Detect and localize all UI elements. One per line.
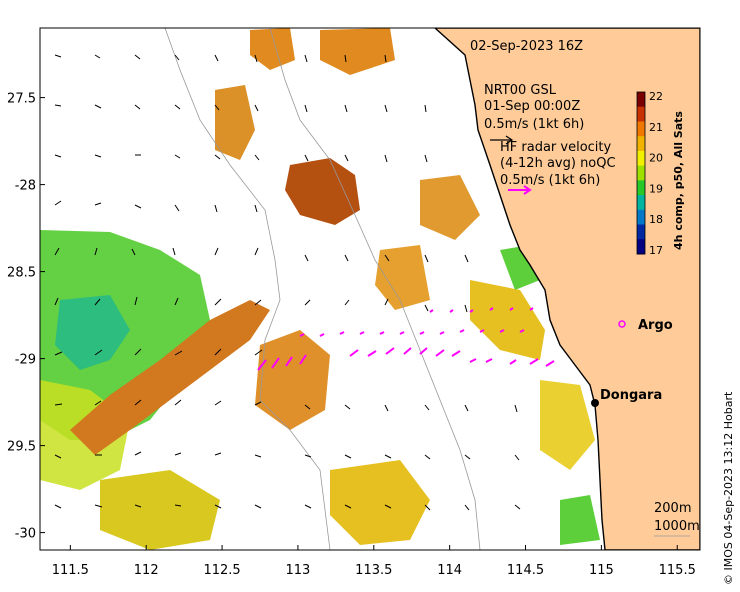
legend-hf-scale: 0.5m/s (1kt 6h) <box>500 173 600 188</box>
legend-hf-avg: (4-12h avg) noQC <box>500 156 616 171</box>
sst-patch-green-south <box>560 495 600 545</box>
sst-layer <box>40 28 600 550</box>
x-tick-label: 112 <box>134 563 159 578</box>
colorbar-swatch <box>637 150 645 167</box>
y-tick-label: -30 <box>15 527 36 542</box>
y-tick-label: 27.5 <box>7 92 36 107</box>
sst-patch-teal <box>55 295 130 370</box>
colorbar: 22 21 20 19 18 17 <box>636 90 663 257</box>
argo-label: Argo <box>638 318 673 333</box>
sst-patch-dark-warm <box>285 158 360 225</box>
dongara-marker <box>591 399 599 407</box>
x-tick-label: 112.5 <box>203 563 240 578</box>
colorbar-tick-label: 22 <box>649 90 663 103</box>
timestamp-label: 02-Sep-2023 16Z <box>470 39 583 54</box>
colorbar-swatch <box>637 165 645 181</box>
colorbar-swatch <box>637 92 645 108</box>
x-tick-label: 115.5 <box>659 563 696 578</box>
depth-label-200m: 200m <box>654 501 691 516</box>
gsl-current-vectors <box>54 54 521 511</box>
y-tick-label: 28.5 <box>7 266 36 281</box>
sst-patch-orange-mid <box>375 245 430 310</box>
legend-gsl-time: 01-Sep 00:00Z <box>484 99 580 114</box>
hf-vector <box>257 307 555 371</box>
sst-patch-orange-top <box>250 28 295 70</box>
sst-patch-orange-sw <box>420 175 480 240</box>
sst-patch-orange-north <box>215 85 255 160</box>
legend-gsl-scale: 0.5m/s (1kt 6h) <box>484 117 584 132</box>
sst-patch-orange-central <box>255 330 330 430</box>
sst-patch-orange-top2 <box>320 28 395 75</box>
colorbar-swatch <box>637 195 645 211</box>
legend-gsl-arrow <box>490 135 514 145</box>
hf-radar-vectors <box>257 307 555 371</box>
x-tick-label: 114.5 <box>507 563 544 578</box>
sst-patch-yellow-east <box>540 380 595 470</box>
legend-gsl-title: NRT00 GSL <box>484 83 557 98</box>
plot-frame <box>39 27 701 551</box>
isobath-lines <box>164 28 481 550</box>
colorbar-swatch <box>637 136 645 152</box>
dongara-label: Dongara <box>600 388 662 403</box>
depth-label-1000m: 1000m <box>654 519 700 534</box>
x-tick-label: 113 <box>286 563 311 578</box>
legend-hf-arrow <box>508 185 532 195</box>
x-tick-label: 111.5 <box>52 563 89 578</box>
sst-patch-yellow-south2 <box>100 470 220 550</box>
x-tick-label: 113.5 <box>355 563 392 578</box>
sst-patch-yellow-south <box>330 460 430 545</box>
colorbar-tick-label: 17 <box>649 244 663 257</box>
y-axis: 27.5 -28 28.5 -29 29.5 -30 <box>7 92 45 542</box>
x-tick-label: 114 <box>437 563 462 578</box>
colorbar-swatch <box>637 239 645 255</box>
isobath-1000m <box>164 28 331 550</box>
argo-marker <box>618 320 626 328</box>
y-tick-label: -28 <box>15 179 36 194</box>
colorbar-frame <box>636 91 646 255</box>
colorbar-tick-label: 21 <box>649 121 663 134</box>
colorbar-label: 4h comp, p50, All Sats <box>672 111 685 250</box>
colorbar-swatch <box>637 224 645 240</box>
x-axis: 111.5 112 112.5 113 113.5 114 114.5 115 115.5 <box>52 545 696 578</box>
colorbar-tick-label: 18 <box>649 213 663 226</box>
x-tick-label: 115 <box>589 563 614 578</box>
land-mass <box>433 28 700 550</box>
credit-label: © IMOS 04-Sep-2023 13:12 Hobart <box>722 391 735 585</box>
isobath-200m <box>269 28 481 550</box>
sst-patch-yellow-coast <box>470 280 545 360</box>
legend-hf-title: HF radar velocity <box>500 140 612 155</box>
y-tick-label: -29 <box>15 353 36 368</box>
colorbar-swatch <box>637 209 645 226</box>
colorbar-swatch <box>637 180 645 196</box>
colorbar-tick-label: 19 <box>649 182 663 195</box>
gsl-vector <box>54 54 521 511</box>
sst-patch-warm-filament <box>70 300 270 455</box>
y-tick-label: 29.5 <box>7 440 36 455</box>
colorbar-swatch <box>637 121 645 137</box>
colorbar-tick-label: 20 <box>649 152 663 165</box>
colorbar-swatch <box>637 106 645 122</box>
